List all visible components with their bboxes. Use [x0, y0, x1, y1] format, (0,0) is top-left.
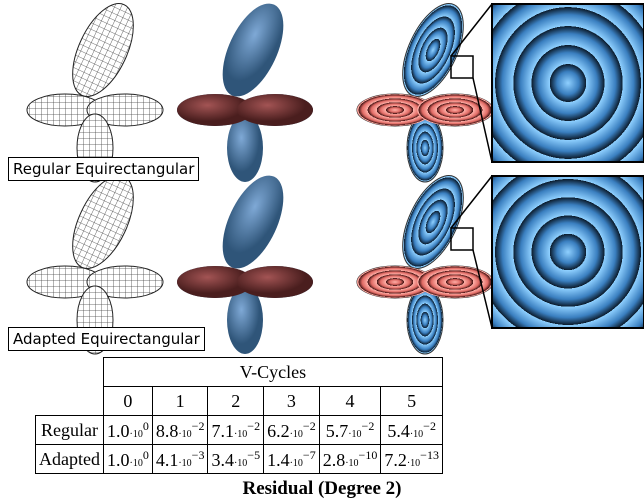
exponent: −2	[247, 419, 260, 433]
cell: 3.4·10−5	[208, 445, 264, 474]
exponent: 0	[143, 448, 149, 462]
mantissa: 6.2	[267, 421, 290, 441]
cell: 1.4·10−7	[264, 445, 320, 474]
base: ·10	[178, 429, 191, 440]
exponent: −2	[362, 419, 375, 433]
cell: 6.2·10−2	[264, 416, 320, 445]
base: ·10	[290, 458, 303, 469]
row-1-renderings	[27, 0, 644, 182]
base: ·10	[234, 429, 247, 440]
mantissa: 8.8	[156, 421, 179, 441]
base: ·10	[345, 458, 358, 469]
mantissa: 5.4	[387, 421, 410, 441]
figure: Regular Equirectangular Adapted Equirect…	[0, 0, 644, 504]
exponent: −10	[359, 448, 378, 462]
base: ·10	[407, 458, 420, 469]
blank-cell	[36, 387, 104, 416]
base: ·10	[234, 458, 247, 469]
mantissa: 4.1	[156, 450, 179, 470]
cell: 1.0·100	[103, 445, 152, 474]
cell: 8.8·10−2	[152, 416, 208, 445]
column-header: 2	[208, 387, 264, 416]
base: ·10	[348, 429, 361, 440]
cell: 4.1·10−3	[152, 445, 208, 474]
exponent: 0	[143, 419, 149, 433]
row-label: Adapted Equirectangular	[8, 327, 205, 351]
row-2-renderings	[27, 167, 644, 354]
column-header: 5	[381, 387, 443, 416]
caption: Residual (Degree 2)	[0, 478, 644, 500]
mantissa: 1.4	[267, 450, 290, 470]
cell: 2.8·10−10	[319, 445, 381, 474]
blank-cell	[36, 358, 104, 387]
cell: 7.1·10−2	[208, 416, 264, 445]
exponent: −13	[420, 448, 439, 462]
table-title: V-Cycles	[103, 358, 442, 387]
mantissa: 1.0	[107, 421, 130, 441]
column-header: 4	[319, 387, 381, 416]
mantissa: 5.7	[326, 421, 349, 441]
row-header: Regular	[36, 416, 104, 445]
row-header: Adapted	[36, 445, 104, 474]
base: ·10	[129, 429, 142, 440]
column-header: 3	[264, 387, 320, 416]
base: ·10	[290, 429, 303, 440]
cell: 1.0·100	[103, 416, 152, 445]
exponent: −7	[303, 448, 316, 462]
mantissa: 2.8	[323, 450, 346, 470]
exponent: −3	[192, 448, 205, 462]
mantissa: 7.2	[384, 450, 407, 470]
cell: 5.4·10−2	[381, 416, 443, 445]
column-header: 1	[152, 387, 208, 416]
exponent: −2	[303, 419, 316, 433]
mantissa: 3.4	[211, 450, 234, 470]
base: ·10	[410, 429, 423, 440]
row-label: Regular Equirectangular	[8, 157, 199, 181]
exponent: −2	[192, 419, 205, 433]
exponent: −5	[247, 448, 260, 462]
mantissa: 1.0	[107, 450, 130, 470]
mantissa: 7.1	[211, 421, 234, 441]
column-header: 0	[103, 387, 152, 416]
header-row: V-Cycles	[36, 358, 443, 387]
cell: 5.7·10−2	[319, 416, 381, 445]
exponent: −2	[423, 419, 436, 433]
cell: 7.2·10−13	[381, 445, 443, 474]
base: ·10	[178, 458, 191, 469]
base: ·10	[129, 458, 142, 469]
